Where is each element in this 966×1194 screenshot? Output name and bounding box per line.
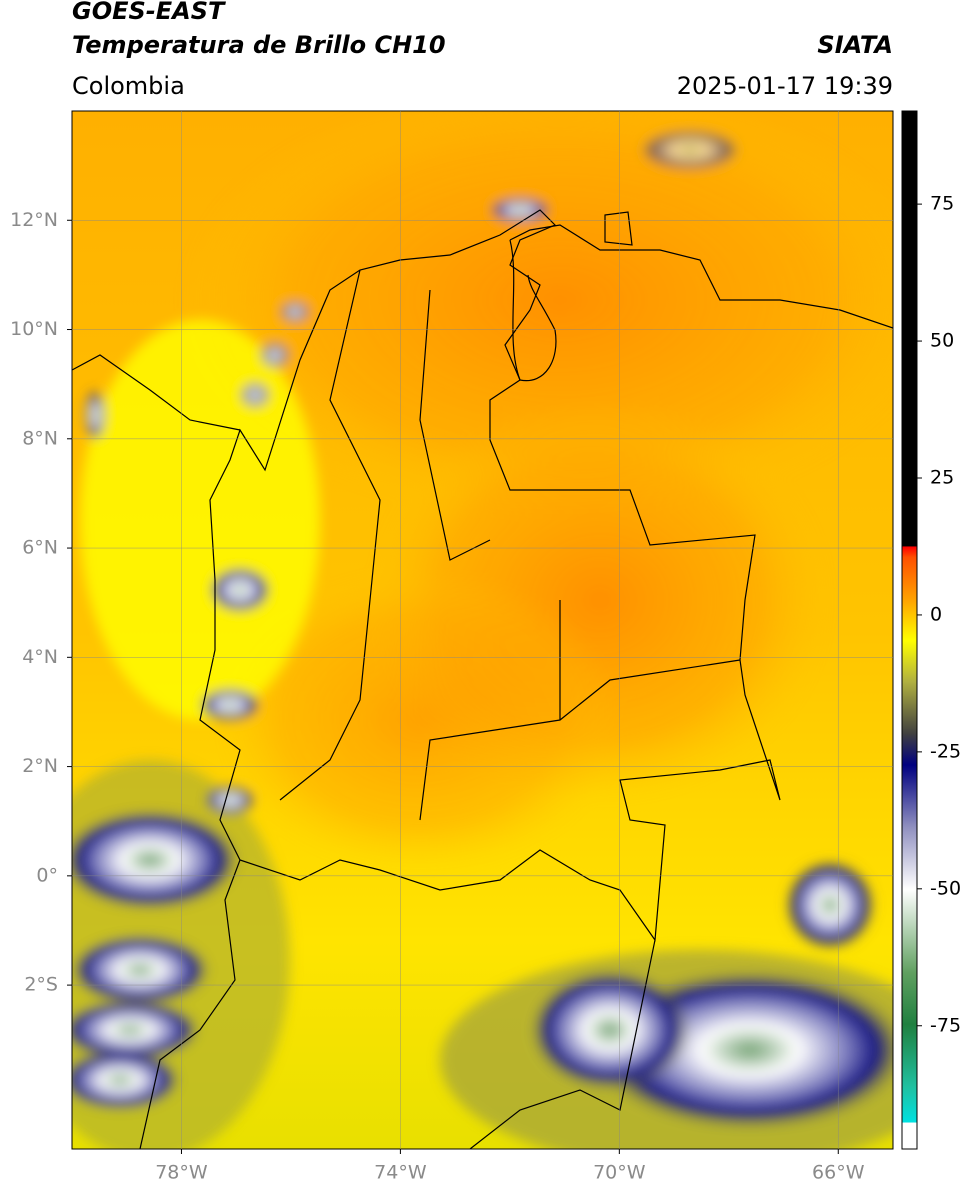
colorbar bbox=[901, 110, 918, 1150]
satellite-image bbox=[72, 111, 893, 1149]
colorbar-tick-label: 25 bbox=[930, 466, 954, 488]
colorbar-tick-label: -25 bbox=[930, 740, 961, 762]
lon-tick-label: 78°W bbox=[155, 1162, 208, 1184]
timestamp: 2025-01-17 19:39 bbox=[677, 72, 893, 100]
colorbar-tick-label: 0 bbox=[930, 603, 942, 625]
title: GOES-EAST bbox=[72, 0, 226, 25]
lat-tick-label: 12°N bbox=[10, 209, 58, 231]
lat-tick-label: 10°N bbox=[10, 318, 58, 340]
region: Colombia bbox=[72, 72, 185, 100]
colorbar-tick-label: -50 bbox=[930, 877, 961, 899]
lat-tick-label: 2°N bbox=[22, 755, 58, 777]
source: SIATA bbox=[817, 31, 893, 59]
lat-tick-label: 2°S bbox=[24, 974, 58, 996]
lon-tick-label: 66°W bbox=[812, 1162, 865, 1184]
lat-tick-label: 4°N bbox=[22, 646, 58, 668]
map-frame bbox=[71, 110, 894, 1150]
lon-tick-label: 70°W bbox=[593, 1162, 646, 1184]
colorbar-tick-label: 75 bbox=[930, 193, 954, 215]
lon-tick-label: 74°W bbox=[374, 1162, 427, 1184]
colorbar-tick-label: -75 bbox=[930, 1014, 961, 1036]
colorbar-tick-label: 50 bbox=[930, 330, 954, 352]
lat-tick-label: 0° bbox=[36, 864, 58, 886]
lat-tick-label: 6°N bbox=[22, 537, 58, 559]
lat-tick-label: 8°N bbox=[22, 427, 58, 449]
subtitle: Temperatura de Brillo CH10 bbox=[72, 31, 446, 59]
